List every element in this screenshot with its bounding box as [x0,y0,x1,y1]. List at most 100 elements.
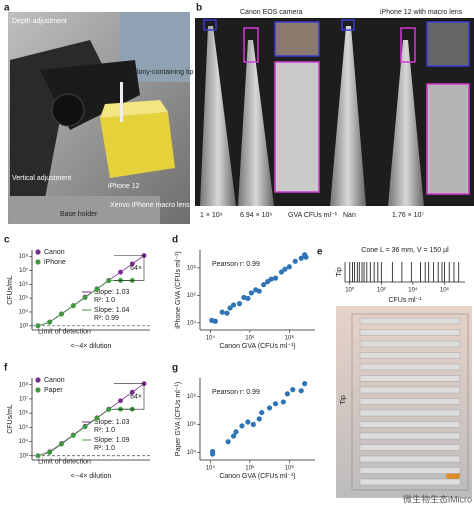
x-tick-label: 10⁶ [245,335,255,342]
x-tick-label: 10² [377,288,386,294]
point [227,305,233,311]
fold-bracket [114,255,145,281]
panel-label: f [4,363,8,374]
legend-label: Paper [44,387,63,394]
pearson-label: Pearson r: 0.99 [212,389,260,396]
x-tick-label: 10⁴ [206,335,216,342]
point [282,266,288,272]
point [290,387,296,393]
fold-label: 64× [130,393,142,400]
y-tick-label: 10³ [19,323,28,329]
point [82,424,88,430]
y-tick-label: 10⁷ [19,267,28,274]
point [245,295,251,301]
point [106,407,112,412]
point [94,415,100,421]
photo-label: iPhone 12 with macro lens [380,9,463,16]
x-axis-label: <--4× dilution [71,343,112,350]
photo-label: Base holder [60,211,98,218]
series-line [37,408,133,457]
y-tick-label: 10³ [19,453,28,459]
photo-label: Vertical adjustment [12,175,71,182]
point [241,294,247,301]
y-tick-label: 10⁷ [19,396,28,403]
point [209,448,216,455]
pearson-label: Pearson r: 0.99 [212,261,260,268]
photo-label: iPhone 12 [108,183,140,190]
y-tick-label: 10⁸ [187,264,197,271]
panel-label: e [317,247,323,258]
point [268,276,274,282]
point [59,311,64,317]
x-axis-label: Canon GVA (CFUs ml⁻¹) [219,473,295,480]
point [82,295,88,300]
tip [359,478,461,486]
chart-title: Cone L = 36 mm, V = 150 µl [361,247,449,254]
legend-label: Canon [44,377,65,384]
y-axis-label: Paper GVA (CFUs ml⁻¹) [175,382,182,456]
fit-label: R²: 1.0 [94,427,115,434]
x-tick-label: 10⁸ [285,335,295,342]
point [248,290,254,296]
point [256,416,262,422]
panel-label: b [196,3,202,14]
y-tick-label: 10⁴ [19,438,29,445]
x-tick-label: 10⁴ [206,465,216,472]
tip [359,375,461,382]
legend-marker [35,387,41,393]
panel-label: c [4,235,10,246]
photo-label: Depth adjustment [12,18,67,25]
photo-label: Tip [340,395,347,405]
y-tick-label: 10⁵ [19,295,29,302]
photo-label: Colony-containing tip [128,69,193,76]
point [47,319,53,325]
photo-label: Canon EOS camera [240,9,303,16]
panel-label: a [4,3,10,14]
y-tick-label: 10⁶ [187,421,197,428]
point [230,302,237,308]
point [129,389,135,395]
fit-label: Slope: 1.04 [94,307,130,314]
x-tick-label: 10⁴ [408,287,418,294]
y-tick-label: 10⁸ [19,381,29,388]
tip [359,421,461,428]
point [225,439,231,445]
panel-label: d [172,235,178,246]
point [250,421,256,428]
photo-label: Nan [343,212,356,219]
point [266,405,273,411]
panel-label: g [172,363,178,374]
x-tick-label: 10⁸ [285,465,295,472]
x-tick-label: 10⁶ [440,287,450,294]
legend-marker [35,249,41,255]
point [233,429,239,435]
point [280,399,286,405]
point [272,401,279,407]
legend-label: iPhone [44,259,66,266]
y-tick-label: 10⁶ [19,410,29,417]
point [129,261,135,267]
x-tick-label: 10⁰ [345,287,355,294]
photo-label: 6.94 × 10⁶ [240,212,272,219]
point [47,450,53,455]
legend-marker [35,377,41,383]
point [70,433,76,438]
point [298,388,304,394]
tip [359,455,461,463]
point [284,391,290,397]
point [245,419,251,425]
point [219,309,225,315]
tip [359,340,461,348]
y-tick-label: 10⁶ [19,281,29,288]
tip [359,363,461,371]
point [256,288,262,294]
point [303,254,309,260]
point [298,255,304,261]
y-tick-label: 10⁶ [187,292,197,299]
point [292,258,298,264]
fit-label: Slope: 1.09 [94,437,130,444]
point [236,301,243,307]
limit-label: Limit of detection [38,459,91,466]
photo-label: 1.76 × 10⁷ [392,212,424,219]
